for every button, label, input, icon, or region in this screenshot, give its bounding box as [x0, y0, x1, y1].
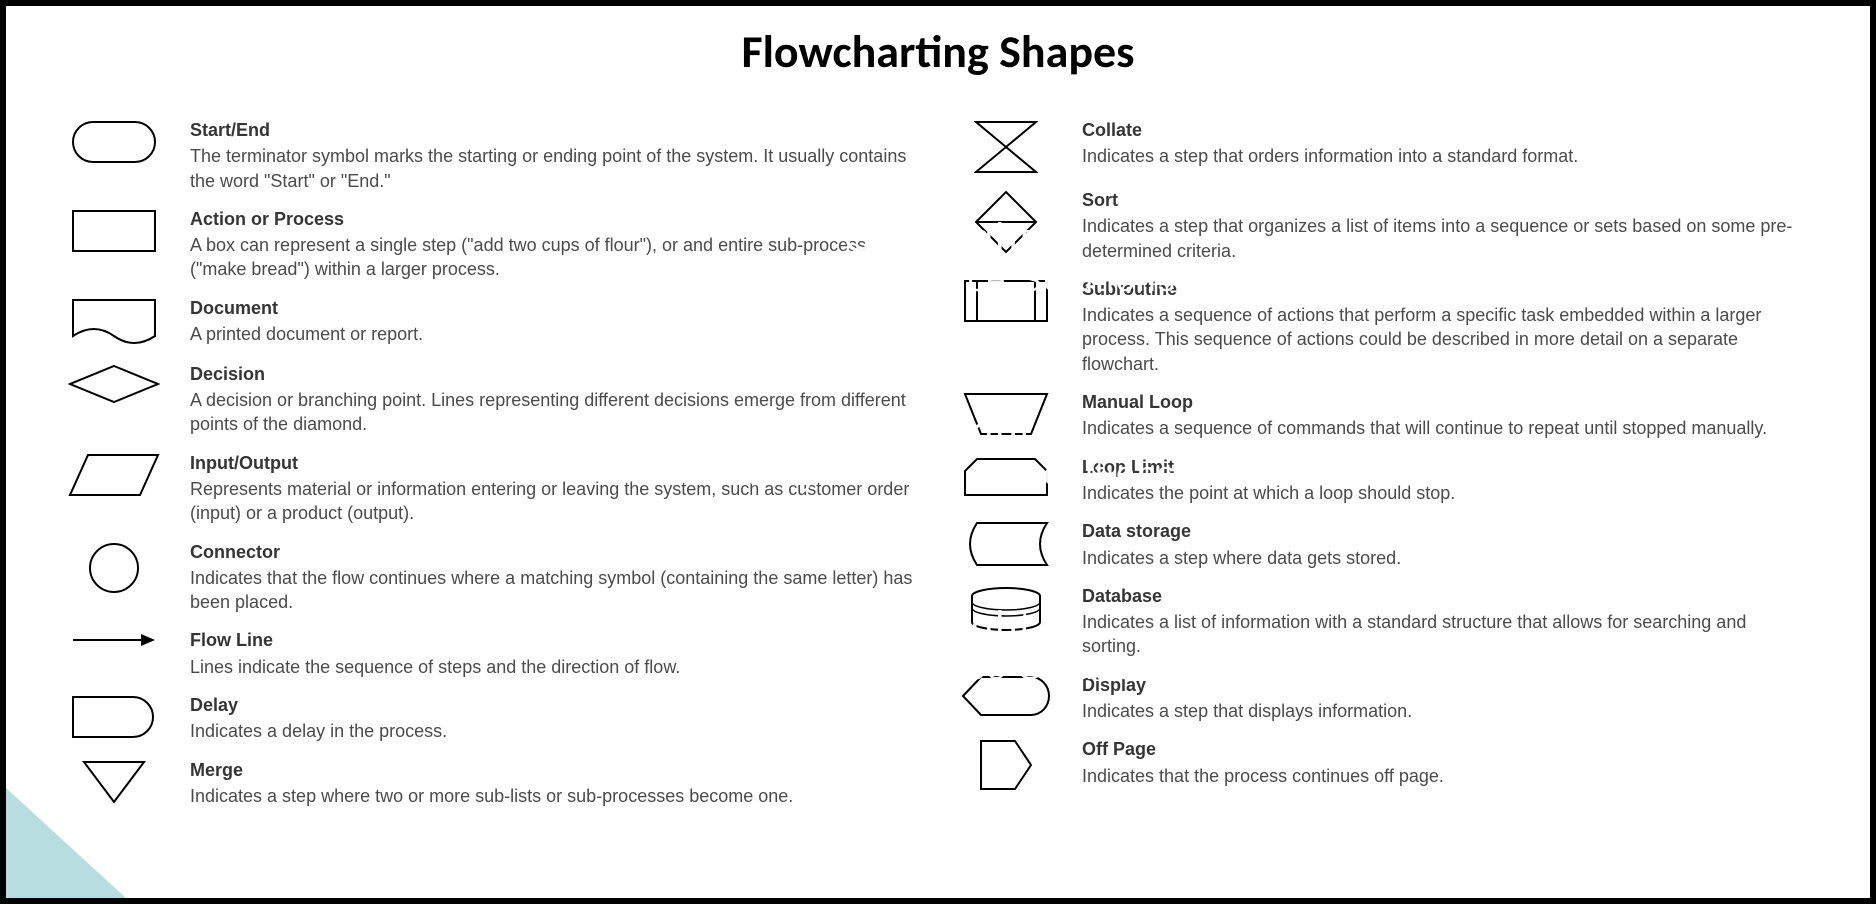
- flow-line-icon: [66, 628, 162, 650]
- shape-text: Document A printed document or report.: [190, 296, 918, 347]
- corner-triangle: [6, 788, 126, 898]
- shape-desc: Indicates a list of information with a s…: [1082, 610, 1810, 659]
- shape-row-flow-line: Flow Line Lines indicate the sequence of…: [66, 628, 918, 679]
- shape-desc: A decision or branching point. Lines rep…: [190, 388, 918, 437]
- shape-row-data-storage: Data storage Indicates a step where data…: [958, 519, 1810, 570]
- shape-text: Merge Indicates a step where two or more…: [190, 758, 918, 809]
- database-icon: [958, 584, 1054, 632]
- left-column: Start/End The terminator symbol marks th…: [66, 118, 918, 822]
- shape-text: Database Indicates a list of information…: [1082, 584, 1810, 659]
- shape-row-off-page: Off Page Indicates that the process cont…: [958, 737, 1810, 791]
- collate-icon: [958, 118, 1054, 174]
- process-icon: [66, 207, 162, 253]
- loop-limit-icon: [958, 455, 1054, 497]
- shape-row-decision: Decision A decision or branching point. …: [66, 362, 918, 437]
- shape-desc: Represents material or information enter…: [190, 477, 918, 526]
- shape-desc: Indicates the point at which a loop shou…: [1082, 481, 1810, 505]
- delay-icon: [66, 693, 162, 739]
- shape-name: Connector: [190, 540, 918, 564]
- shape-row-database: Database Indicates a list of information…: [958, 584, 1810, 659]
- subroutine-icon: [958, 277, 1054, 323]
- shape-desc: Lines indicate the sequence of steps and…: [190, 655, 918, 679]
- io-icon: [66, 451, 162, 497]
- shape-name: Start/End: [190, 118, 918, 142]
- shape-desc: Indicates that the process continues off…: [1082, 764, 1810, 788]
- shape-desc: Indicates a sequence of actions that per…: [1082, 303, 1810, 376]
- shape-desc: A box can represent a single step ("add …: [190, 233, 918, 282]
- display-icon: [958, 673, 1054, 717]
- shape-row-collate: Collate Indicates a step that orders inf…: [958, 118, 1810, 174]
- shape-name: Flow Line: [190, 628, 918, 652]
- shape-row-merge: Merge Indicates a step where two or more…: [66, 758, 918, 809]
- shape-desc: Indicates a delay in the process.: [190, 719, 918, 743]
- manual-loop-icon: [958, 390, 1054, 436]
- shape-desc: A printed document or report.: [190, 322, 918, 346]
- shape-text: Off Page Indicates that the process cont…: [1082, 737, 1810, 788]
- right-column: Collate Indicates a step that orders inf…: [958, 118, 1810, 822]
- shape-text: Action or Process A box can represent a …: [190, 207, 918, 282]
- shape-text: Manual Loop Indicates a sequence of comm…: [1082, 390, 1810, 441]
- shape-row-start-end: Start/End The terminator symbol marks th…: [66, 118, 918, 193]
- shape-name: Action or Process: [190, 207, 918, 231]
- shape-row-connector: Connector Indicates that the flow contin…: [66, 540, 918, 615]
- shape-name: Merge: [190, 758, 918, 782]
- shape-row-delay: Delay Indicates a delay in the process.: [66, 693, 918, 744]
- shape-name: Data storage: [1082, 519, 1810, 543]
- shape-row-sort: Sort Indicates a step that organizes a l…: [958, 188, 1810, 263]
- shape-row-loop-limit: Loop Limit Indicates the point at which …: [958, 455, 1810, 506]
- shape-desc: Indicates a step that organizes a list o…: [1082, 214, 1810, 263]
- shape-name: Input/Output: [190, 451, 918, 475]
- shape-name: Delay: [190, 693, 918, 717]
- shape-text: Data storage Indicates a step where data…: [1082, 519, 1810, 570]
- shape-text: Connector Indicates that the flow contin…: [190, 540, 918, 615]
- shape-name: Loop Limit: [1082, 455, 1810, 479]
- shape-row-display: Display Indicates a step that displays i…: [958, 673, 1810, 724]
- shape-text: Decision A decision or branching point. …: [190, 362, 918, 437]
- shape-desc: Indicates a sequence of commands that wi…: [1082, 416, 1810, 440]
- page-title: Flowcharting Shapes: [66, 24, 1810, 80]
- shape-name: Database: [1082, 584, 1810, 608]
- shape-text: Loop Limit Indicates the point at which …: [1082, 455, 1810, 506]
- shape-row-document: Document A printed document or report.: [66, 296, 918, 348]
- shape-name: Collate: [1082, 118, 1810, 142]
- shape-name: Document: [190, 296, 918, 320]
- shape-desc: The terminator symbol marks the starting…: [190, 144, 918, 193]
- shape-text: Collate Indicates a step that orders inf…: [1082, 118, 1810, 169]
- shape-text: Flow Line Lines indicate the sequence of…: [190, 628, 918, 679]
- shape-desc: Indicates a step where data gets stored.: [1082, 546, 1810, 570]
- terminator-icon: [66, 118, 162, 164]
- document-icon: [66, 296, 162, 348]
- shape-desc: Indicates a step that orders information…: [1082, 144, 1810, 168]
- connector-icon: [66, 540, 162, 594]
- shape-desc: Indicates that the flow continues where …: [190, 566, 918, 615]
- shape-desc: Indicates a step where two or more sub-l…: [190, 784, 918, 808]
- shape-row-subroutine: Subroutine Indicates a sequence of actio…: [958, 277, 1810, 376]
- decision-icon: [66, 362, 162, 404]
- shape-text: Sort Indicates a step that organizes a l…: [1082, 188, 1810, 263]
- shape-text: Subroutine Indicates a sequence of actio…: [1082, 277, 1810, 376]
- shape-name: Decision: [190, 362, 918, 386]
- shape-name: Off Page: [1082, 737, 1810, 761]
- shape-text: Delay Indicates a delay in the process.: [190, 693, 918, 744]
- off-page-icon: [958, 737, 1054, 791]
- shape-row-io: Input/Output Represents material or info…: [66, 451, 918, 526]
- shape-desc: Indicates a step that displays informati…: [1082, 699, 1810, 723]
- shape-text: Start/End The terminator symbol marks th…: [190, 118, 918, 193]
- sort-icon: [958, 188, 1054, 254]
- shape-row-process: Action or Process A box can represent a …: [66, 207, 918, 282]
- shape-name: Display: [1082, 673, 1810, 697]
- shape-name: Sort: [1082, 188, 1810, 212]
- columns: Start/End The terminator symbol marks th…: [66, 118, 1810, 822]
- data-storage-icon: [958, 519, 1054, 567]
- shape-name: Manual Loop: [1082, 390, 1810, 414]
- page-frame: Flowcharting Shapes Copyright Quality As…: [0, 0, 1876, 904]
- shape-text: Input/Output Represents material or info…: [190, 451, 918, 526]
- shape-text: Display Indicates a step that displays i…: [1082, 673, 1810, 724]
- shape-row-manual-loop: Manual Loop Indicates a sequence of comm…: [958, 390, 1810, 441]
- shape-name: Subroutine: [1082, 277, 1810, 301]
